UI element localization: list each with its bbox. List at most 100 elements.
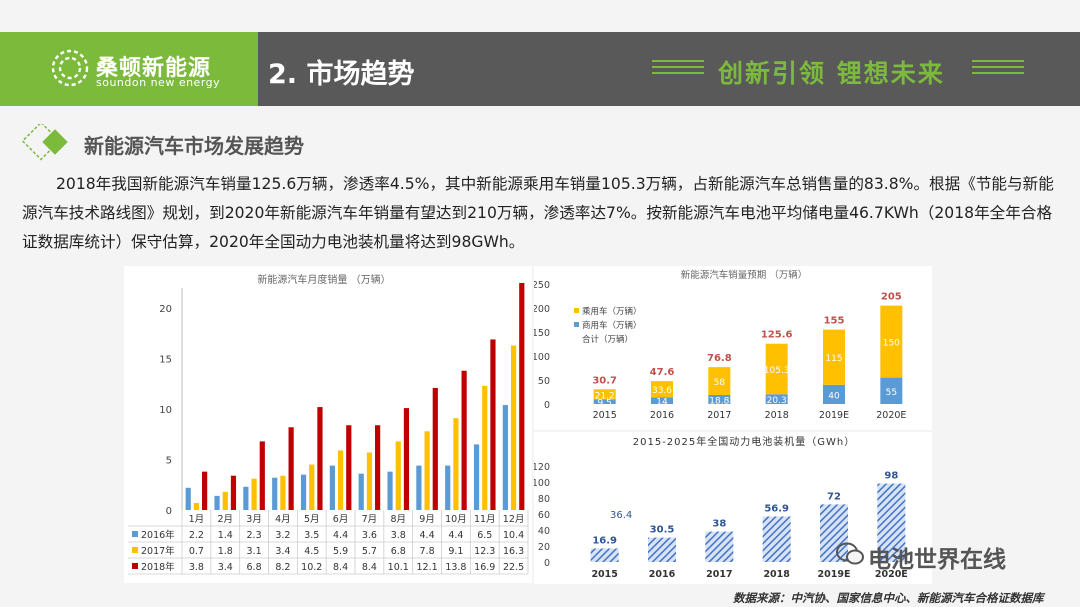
diamond-bullet-icon xyxy=(22,124,68,161)
chart-title: 2015-2025年全国动力电池装机量（GWh） xyxy=(633,435,855,448)
commercial-value-label: 18.8 xyxy=(709,396,729,406)
y-tick-label: 0 xyxy=(544,558,550,569)
y-tick-label: 5 xyxy=(166,456,172,467)
data-source: 数据来源：中汽协、国家信息中心、新能源汽车合格证数据库 xyxy=(733,591,1044,605)
bar-2016年 xyxy=(416,465,422,510)
x-tick-label: 3月 xyxy=(246,514,262,525)
extra-value-label: 36.4 xyxy=(610,510,632,521)
logo-subtext: soundon new energy xyxy=(96,76,221,89)
bar-2016年 xyxy=(329,465,335,510)
bar-battery xyxy=(877,483,906,562)
table-value: 3.2 xyxy=(275,530,290,541)
logo-text: 桑顿新能源 xyxy=(96,56,212,81)
table-value: 4.4 xyxy=(333,530,348,541)
slogan-deco-right xyxy=(972,60,1024,78)
x-tick-label: 7月 xyxy=(362,514,378,525)
bar-2018年 xyxy=(461,370,467,510)
table-value: 5.9 xyxy=(333,546,348,557)
x-tick-label: 2020E xyxy=(876,410,906,421)
x-tick-label: 2016 xyxy=(649,569,676,580)
passenger-value-label: 58 xyxy=(714,378,726,388)
value-label: 72 xyxy=(827,491,841,502)
table-value: 7.8 xyxy=(420,546,435,557)
sales-forecast-panel: 新能源汽车销量预期 （万辆） 0 50 100 150 200 250 9.5 21.2 30.7… xyxy=(532,266,932,430)
table-value: 12.1 xyxy=(417,562,438,573)
table-value: 5.7 xyxy=(362,546,377,557)
total-value-label: 205 xyxy=(881,292,902,303)
table-value: 8.2 xyxy=(275,562,290,573)
bar-2018年 xyxy=(490,339,496,510)
value-label: 56.9 xyxy=(764,503,789,514)
bar-commercial xyxy=(880,377,903,404)
table-value: 3.6 xyxy=(362,530,377,541)
table-value: 3.8 xyxy=(391,530,406,541)
commercial-value-label: 9.5 xyxy=(598,399,612,409)
bar-2016年 xyxy=(387,471,393,510)
legend-swatch xyxy=(132,547,138,553)
y-tick-label: 60 xyxy=(538,510,550,521)
x-tick-label: 2016 xyxy=(650,410,674,421)
y-tick-label: 120 xyxy=(534,462,550,473)
x-tick-label: 5月 xyxy=(304,514,320,525)
bar-battery xyxy=(762,516,791,562)
slogan: 创新引领 锂想未来 xyxy=(718,59,945,88)
legend-swatch xyxy=(132,563,138,569)
y-tick-label: 15 xyxy=(159,355,172,366)
x-tick-label: 2018 xyxy=(765,410,789,421)
table-value: 3.1 xyxy=(247,546,262,557)
table-value: 8.4 xyxy=(362,562,377,573)
legend-swatch xyxy=(574,308,579,313)
x-tick-label: 6月 xyxy=(333,514,349,525)
chart-title: 新能源汽车月度销量 （万辆） xyxy=(257,273,390,286)
table-value: 6.8 xyxy=(391,546,406,557)
watermark: 电池世界在线 xyxy=(868,547,1006,573)
bar-2016年 xyxy=(185,487,191,510)
table-value: 4.5 xyxy=(304,546,319,557)
x-tick-label: 2020E xyxy=(875,569,908,580)
y-tick-label: 50 xyxy=(538,376,550,387)
table-value: 10.2 xyxy=(301,562,322,573)
passenger-value-label: 105.3 xyxy=(764,366,790,376)
y-tick-label: 80 xyxy=(538,494,550,505)
summary-paragraph: 2018年我国新能源汽车销量125.6万辆，渗透率4.5%，其中新能源乘用车销量… xyxy=(22,175,1054,251)
bar-battery xyxy=(648,537,676,562)
bar-2018年 xyxy=(346,425,352,510)
x-tick-label: 4月 xyxy=(275,514,291,525)
bar-2018年 xyxy=(519,282,525,510)
total-value-label: 125.6 xyxy=(761,330,793,341)
slogan-deco-left xyxy=(652,60,704,78)
y-tick-label: 20 xyxy=(538,542,550,553)
table-value: 0.7 xyxy=(189,546,204,557)
bar-2017年 xyxy=(222,491,228,510)
battery-install-panel: 2015-2025年全国动力电池装机量（GWh） 0 20 40 60 80 100 120 1… xyxy=(532,432,932,584)
bar-passenger xyxy=(823,329,845,385)
value-label: 38 xyxy=(712,519,726,530)
bar-battery xyxy=(820,504,848,562)
bar-battery xyxy=(705,531,734,562)
bar-2017年 xyxy=(337,450,344,510)
table-value: 6.5 xyxy=(477,530,492,541)
table-value: 4.4 xyxy=(448,530,463,541)
table-value: 10.4 xyxy=(503,530,524,541)
bar-2016年 xyxy=(445,465,451,510)
x-tick-label: 12月 xyxy=(503,514,525,525)
y-tick-label: 10 xyxy=(159,405,172,416)
passenger-value-label: 115 xyxy=(825,354,842,364)
bar-commercial xyxy=(708,394,731,404)
bar-2016年 xyxy=(300,474,307,510)
table-value: 10.1 xyxy=(388,562,409,573)
x-tick-label: 2017 xyxy=(707,410,731,421)
legend-swatch xyxy=(132,531,138,537)
bar-2017年 xyxy=(366,452,373,510)
bar-2016年 xyxy=(358,473,364,510)
y-tick-label: 150 xyxy=(534,328,550,339)
x-tick-label: 2017 xyxy=(706,569,732,580)
bar-2018年 xyxy=(432,387,438,510)
y-tick-label: 0 xyxy=(166,506,172,517)
table-value: 9.1 xyxy=(448,546,463,557)
x-tick-label: 2018 xyxy=(763,569,790,580)
bar-2018年 xyxy=(230,475,237,510)
commercial-value-label: 14 xyxy=(656,398,668,408)
bar-2017年 xyxy=(453,418,459,510)
bar-2018年 xyxy=(288,427,294,510)
